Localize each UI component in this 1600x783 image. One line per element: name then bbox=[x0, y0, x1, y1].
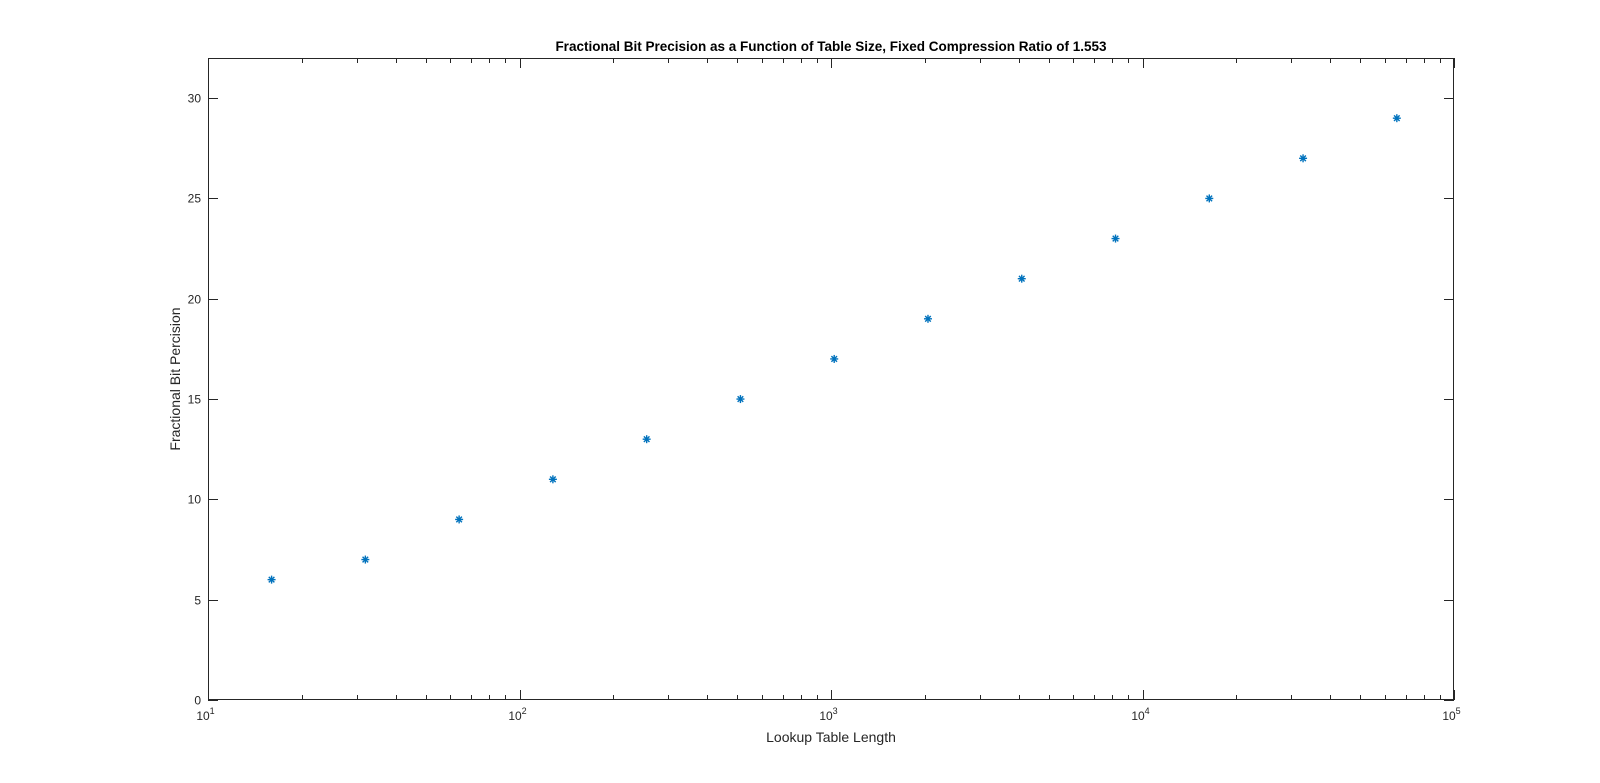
y-tick-label: 25 bbox=[188, 192, 202, 206]
y-tick-label: 5 bbox=[194, 594, 201, 608]
data-point bbox=[830, 354, 839, 363]
plot-background bbox=[208, 58, 1454, 700]
data-point bbox=[736, 395, 745, 404]
x-tick-label: 101 bbox=[196, 706, 214, 723]
data-point bbox=[267, 575, 276, 584]
data-point bbox=[642, 435, 651, 444]
y-tick-label: 10 bbox=[188, 493, 202, 507]
data-point bbox=[1017, 274, 1026, 283]
x-tick-label: 105 bbox=[1442, 706, 1460, 723]
data-point bbox=[1111, 234, 1120, 243]
data-point bbox=[923, 314, 932, 323]
data-point bbox=[1205, 194, 1214, 203]
x-tick-label: 103 bbox=[819, 706, 837, 723]
data-point bbox=[455, 515, 464, 524]
x-axis-label: Lookup Table Length bbox=[766, 729, 896, 745]
data-point bbox=[548, 475, 557, 484]
data-point bbox=[361, 555, 370, 564]
axis-tick-labels: 0 5 10 15 20 25 30 101 102 103 104 105 bbox=[188, 92, 1461, 724]
y-tick-label: 15 bbox=[188, 393, 202, 407]
plot-frame bbox=[208, 58, 1454, 700]
x-tick-label: 104 bbox=[1131, 706, 1149, 723]
y-tick-label: 20 bbox=[188, 293, 202, 307]
data-point bbox=[1299, 154, 1308, 163]
chart-title: Fractional Bit Precision as a Function o… bbox=[555, 39, 1107, 54]
x-tick-label: 102 bbox=[508, 706, 526, 723]
data-point bbox=[1392, 114, 1401, 123]
data-points bbox=[267, 114, 1401, 584]
y-tick-label: 0 bbox=[194, 694, 201, 708]
y-tick-label: 30 bbox=[188, 92, 202, 106]
y-axis-label: Fractional Bit Percision bbox=[167, 307, 183, 450]
